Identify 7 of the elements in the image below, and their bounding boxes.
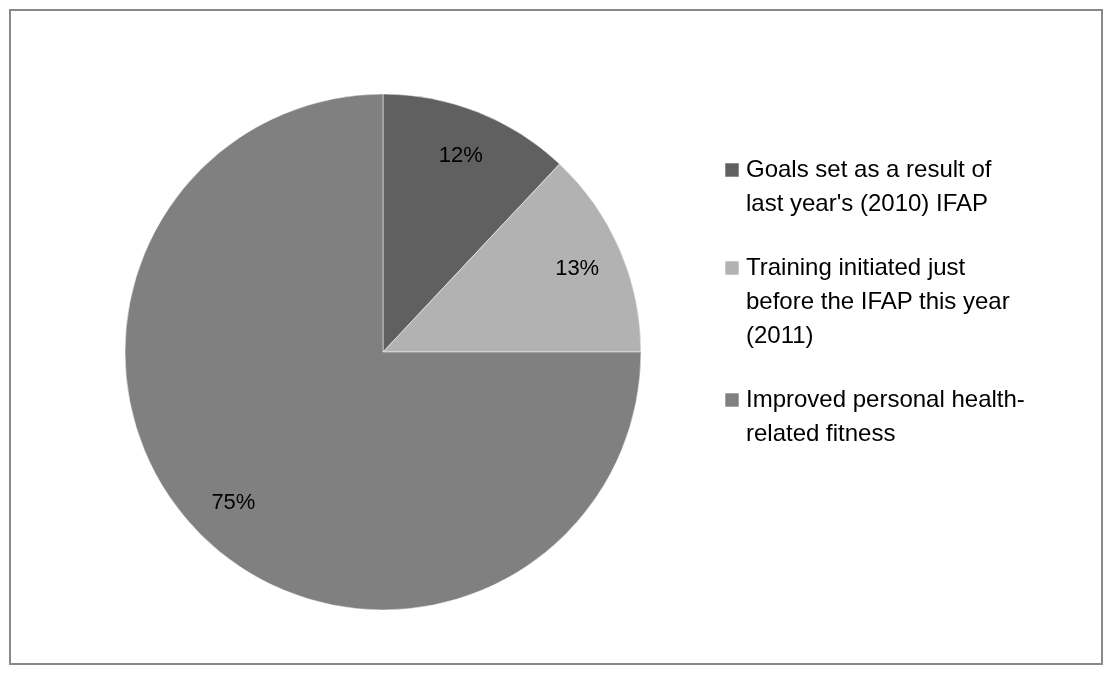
data-label: 12% [438,142,483,168]
legend-label: Improved personal health-related fitness [746,385,1025,446]
pie-slice [124,93,642,611]
data-label: 75% [211,488,256,514]
legend-label: Goals set as a result of last year's (2010) IFAP [746,155,992,216]
legend-label: Training initiated just before the IFAP this year (2011) [746,253,1010,348]
data-label: 13% [555,254,600,280]
